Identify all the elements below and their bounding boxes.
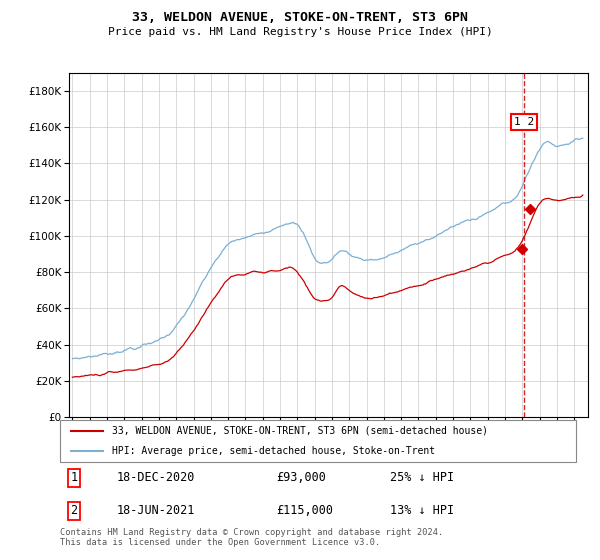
Text: £93,000: £93,000 xyxy=(277,471,326,484)
Text: 1 2: 1 2 xyxy=(514,116,534,127)
Text: HPI: Average price, semi-detached house, Stoke-on-Trent: HPI: Average price, semi-detached house,… xyxy=(112,446,435,456)
Text: 13% ↓ HPI: 13% ↓ HPI xyxy=(390,504,454,517)
Text: 33, WELDON AVENUE, STOKE-ON-TRENT, ST3 6PN (semi-detached house): 33, WELDON AVENUE, STOKE-ON-TRENT, ST3 6… xyxy=(112,426,488,436)
Text: 18-JUN-2021: 18-JUN-2021 xyxy=(117,504,195,517)
Text: 33, WELDON AVENUE, STOKE-ON-TRENT, ST3 6PN: 33, WELDON AVENUE, STOKE-ON-TRENT, ST3 6… xyxy=(132,11,468,24)
Text: Contains HM Land Registry data © Crown copyright and database right 2024.
This d: Contains HM Land Registry data © Crown c… xyxy=(60,528,443,547)
Text: £115,000: £115,000 xyxy=(277,504,334,517)
FancyBboxPatch shape xyxy=(60,420,576,462)
Text: 25% ↓ HPI: 25% ↓ HPI xyxy=(390,471,454,484)
Text: 2: 2 xyxy=(70,504,77,517)
Text: 18-DEC-2020: 18-DEC-2020 xyxy=(117,471,195,484)
Text: 1: 1 xyxy=(70,471,77,484)
Text: Price paid vs. HM Land Registry's House Price Index (HPI): Price paid vs. HM Land Registry's House … xyxy=(107,27,493,37)
